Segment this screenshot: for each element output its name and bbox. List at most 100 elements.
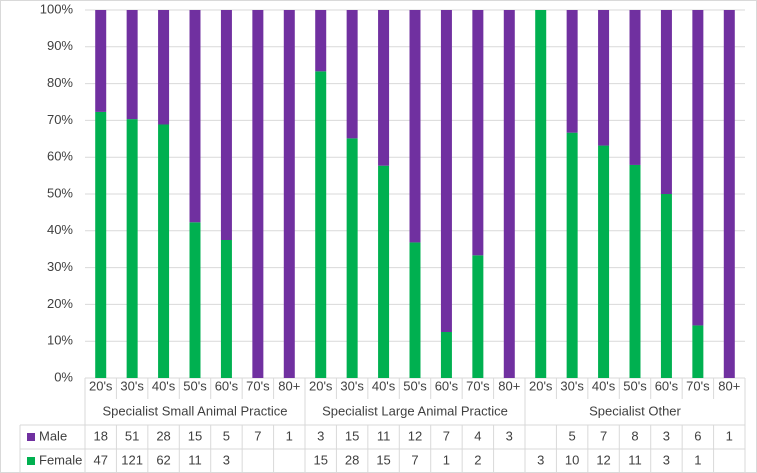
table-value: 18	[93, 428, 107, 443]
x-tick-label: 40's	[372, 378, 396, 393]
table-value: 15	[376, 452, 390, 467]
bar	[660, 10, 672, 194]
bar	[535, 10, 547, 378]
table-value: 51	[125, 428, 139, 443]
table-value: 15	[345, 428, 359, 443]
y-tick-label: 100%	[40, 1, 74, 16]
bar	[315, 10, 327, 72]
table-value: 11	[377, 428, 391, 443]
table-value: 12	[408, 428, 422, 443]
bar	[409, 10, 421, 243]
y-tick-label: 10%	[47, 333, 73, 348]
x-tick-label: 20's	[89, 378, 113, 393]
x-tick-label: 80+	[498, 378, 520, 393]
table-value: 15	[313, 452, 327, 467]
x-tick-label: 70's	[246, 378, 270, 393]
table-value: 28	[345, 452, 359, 467]
bar	[378, 10, 390, 166]
bar	[346, 138, 358, 378]
bar	[723, 10, 735, 378]
x-tick-label: 80+	[718, 378, 740, 393]
bar	[692, 10, 704, 326]
table-value: 5	[569, 428, 576, 443]
x-tick-label: 50's	[623, 378, 647, 393]
table-value: 1	[694, 452, 701, 467]
group-label: Specialist Small Animal Practice	[103, 403, 288, 418]
y-tick-label: 20%	[47, 296, 73, 311]
x-tick-label: 50's	[183, 378, 207, 393]
table-value: 3	[506, 428, 513, 443]
table-value: 7	[411, 452, 418, 467]
bar	[440, 10, 452, 332]
bar	[409, 242, 421, 378]
table-value: 8	[631, 428, 638, 443]
table-value: 1	[443, 452, 450, 467]
y-tick-label: 90%	[47, 38, 73, 53]
table-value: 2	[474, 452, 481, 467]
table-value: 121	[121, 452, 143, 467]
x-tick-label: 40's	[592, 378, 616, 393]
bar	[126, 10, 138, 120]
bar	[566, 10, 578, 133]
x-tick-label: 40's	[152, 378, 176, 393]
x-tick-label: 60's	[435, 378, 459, 393]
table-value: 7	[443, 428, 450, 443]
legend-label: Female	[39, 452, 82, 467]
bar	[158, 124, 170, 378]
bar	[629, 164, 641, 378]
bar	[252, 10, 264, 378]
table-value: 11	[188, 452, 202, 467]
bar	[95, 111, 107, 379]
y-tick-label: 50%	[47, 185, 73, 200]
y-tick-label: 0%	[54, 369, 73, 384]
legend-label: Male	[39, 428, 67, 443]
x-tick-label: 60's	[655, 378, 679, 393]
x-tick-label: 30's	[120, 378, 144, 393]
x-tick-label: 30's	[560, 378, 584, 393]
table-value: 6	[694, 428, 701, 443]
table-value: 3	[537, 452, 544, 467]
bar	[189, 222, 201, 378]
bar	[220, 240, 232, 378]
bar	[598, 145, 610, 378]
y-tick-label: 80%	[47, 75, 73, 90]
table-value: 4	[474, 428, 481, 443]
table-value: 47	[93, 452, 107, 467]
bar	[598, 10, 610, 146]
x-tick-label: 70's	[466, 378, 490, 393]
bar	[566, 132, 578, 378]
table-value: 3	[663, 452, 670, 467]
group-label: Specialist Large Animal Practice	[322, 403, 508, 418]
bar	[472, 255, 484, 378]
table-value: 7	[254, 428, 261, 443]
bar	[220, 10, 232, 240]
group-label: Specialist Other	[589, 403, 681, 418]
bar	[346, 10, 358, 139]
table-value: 62	[156, 452, 170, 467]
y-tick-label: 70%	[47, 112, 73, 127]
bar	[315, 71, 327, 378]
x-tick-label: 20's	[529, 378, 553, 393]
bar	[660, 194, 672, 378]
table-value: 1	[286, 428, 293, 443]
bar	[189, 10, 201, 223]
y-tick-label: 40%	[47, 222, 73, 237]
bar	[503, 10, 515, 378]
bar	[126, 119, 138, 379]
table-value: 7	[600, 428, 607, 443]
x-tick-label: 70's	[686, 378, 710, 393]
y-tick-label: 30%	[47, 259, 73, 274]
table-value: 28	[156, 428, 170, 443]
table-value: 11	[628, 452, 642, 467]
bar	[629, 10, 641, 165]
legend-key	[27, 457, 35, 465]
table-value: 3	[663, 428, 670, 443]
bar	[283, 10, 295, 378]
table-value: 10	[565, 452, 579, 467]
table-value: 3	[317, 428, 324, 443]
bar	[472, 10, 484, 256]
table-value: 1	[726, 428, 733, 443]
table-value: 15	[188, 428, 202, 443]
x-tick-label: 20's	[309, 378, 333, 393]
